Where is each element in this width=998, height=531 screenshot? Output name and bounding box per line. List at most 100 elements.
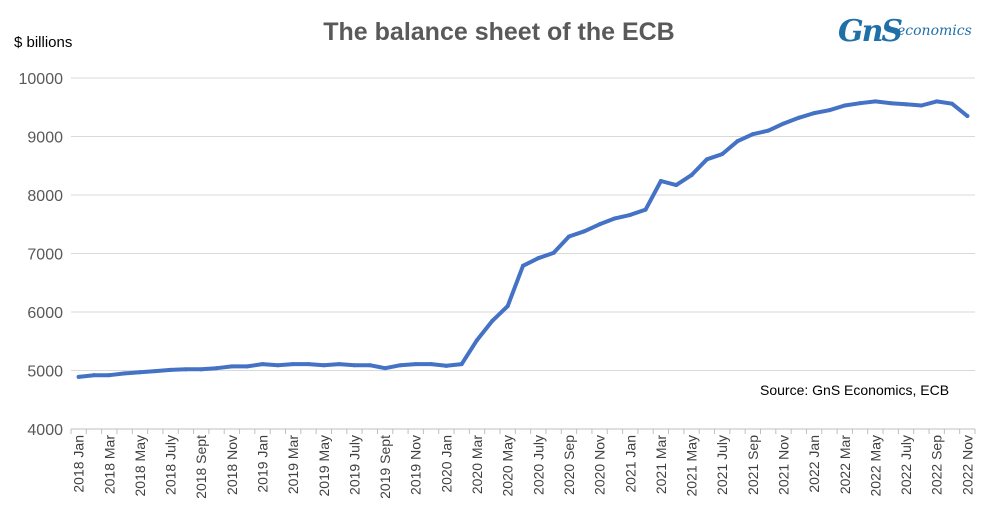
data-point [566,234,571,239]
x-tick-label: 2020 Sep [561,435,577,495]
x-tick-label: 2018 July [163,435,179,495]
x-tick-label: 2019 Jan [255,435,271,493]
data-point [107,373,112,378]
data-point [275,363,280,368]
x-tick-label: 2018 May [132,435,148,496]
x-tick-label: 2018 Jan [71,435,87,493]
data-point [842,103,847,108]
data-point [612,216,617,221]
x-tick-label: 2022 Nov [959,435,975,495]
logo-brand-text: GnS [838,14,903,49]
data-point [904,102,909,107]
data-point [781,121,786,126]
data-point [383,366,388,371]
data-point [720,152,725,157]
series-line [76,99,970,379]
data-point [229,364,234,369]
x-tick-label: 2018 Sept [193,435,209,499]
data-point [199,367,204,372]
x-tick-label: 2020 May [500,435,516,496]
data-point [183,367,188,372]
logo-suffix-text: economics [897,23,972,39]
data-point [306,362,311,367]
source-note: Source: GnS Economics, ECB [760,382,950,398]
data-point [812,111,817,116]
data-point [521,263,525,268]
data-point [137,370,142,375]
x-tick-label: 2020 Jan [438,435,454,493]
x-tick-label: 2022 Sep [929,435,945,495]
data-point [444,363,449,368]
y-tick-label: 5000 [27,364,63,381]
data-point [796,115,801,120]
data-point [674,183,679,188]
data-point [505,304,510,309]
y-tick-label: 9000 [27,130,63,147]
data-point [888,101,893,106]
data-point [91,373,96,378]
data-point [950,101,955,106]
y-tick-label: 10000 [19,71,64,88]
data-point [429,362,434,367]
data-point [168,367,173,372]
data-point [735,139,740,144]
chart-title: The balance sheet of the ECB [323,18,675,46]
y-tick-label: 6000 [27,305,63,322]
x-tick-label: 2020 Nov [592,435,608,495]
x-tick-label: 2020 Mar [469,435,485,494]
y-tick-label: 7000 [27,247,63,264]
data-point [704,157,709,162]
data-point [337,362,342,367]
x-tick-label: 2022 Mar [837,435,853,494]
x-tick-label: 2020 July [530,435,546,495]
data-point [628,212,633,217]
data-point [291,362,296,367]
x-tick-label: 2021 Nov [775,435,791,495]
data-point [689,173,694,178]
data-point [352,363,357,368]
y-tick-label: 8000 [27,188,63,205]
x-tick-label: 2021 Sep [745,435,761,495]
data-point [245,364,250,369]
data-point [919,103,924,108]
data-point [551,250,556,255]
data-point [321,363,326,368]
data-point [475,338,480,343]
data-point [153,369,158,374]
data-point [873,99,878,104]
x-tick-label: 2021 May [684,435,700,496]
data-point [858,101,863,106]
y-axis-unit-label: $ billions [14,34,73,51]
data-point [766,128,771,133]
data-point [490,318,495,323]
x-tick-label: 2022 Jan [806,435,822,493]
data-point [214,366,219,371]
data-point [122,371,127,376]
data-point [413,362,418,367]
data-point [827,108,832,113]
data-point [658,178,663,183]
x-tick-label: 2021 Mar [653,435,669,494]
x-tick-label: 2019 May [316,435,332,496]
x-tick-label: 2022 July [898,435,914,495]
data-point [750,132,755,137]
x-tick-label: 2019 Nov [408,435,424,495]
data-point [260,362,265,367]
data-point [934,99,939,104]
x-tick-label: 2019 July [346,435,362,495]
x-tick-label: 2021 July [714,435,730,495]
data-point [643,207,648,212]
data-point [76,374,81,379]
data-point [459,362,464,367]
data-point [367,363,372,368]
data-point [398,363,403,368]
x-tick-label: 2022 May [867,435,883,496]
data-point [965,114,970,119]
x-tick-label: 2018 Mar [101,435,117,494]
x-tick-label: 2018 Nov [224,435,240,495]
data-point [536,256,541,261]
y-tick-label: 4000 [27,422,63,439]
x-tick-label: 2019 Sept [377,435,393,499]
x-tick-label: 2019 Mar [285,435,301,494]
